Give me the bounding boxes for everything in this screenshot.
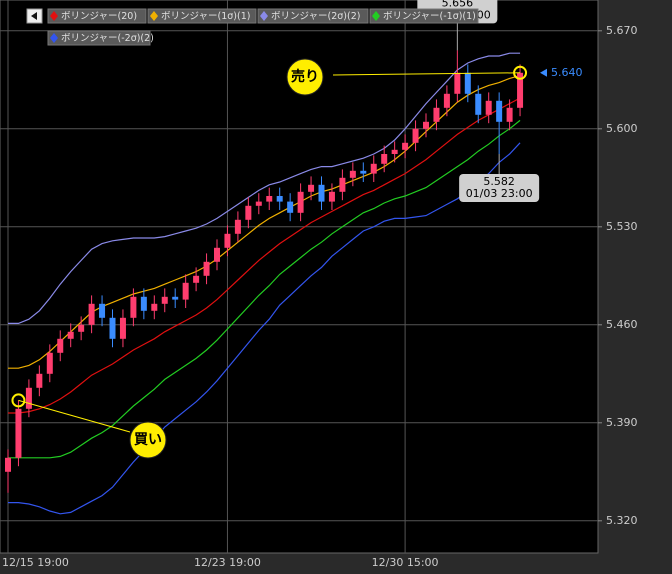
candle-body	[370, 163, 377, 174]
candle-body	[36, 373, 43, 388]
candle-body	[255, 201, 262, 206]
candle-body	[391, 149, 398, 154]
legend-box	[47, 8, 147, 24]
legend-item[interactable]: ボリンジャー(1σ)(1)	[147, 8, 257, 24]
candle-body	[287, 201, 294, 213]
legend-label: ボリンジャー(-1σ)(1)	[383, 11, 476, 22]
legend-swatch	[260, 11, 268, 21]
legend-swatch	[50, 11, 58, 21]
candle-body	[266, 196, 273, 202]
candle-body	[15, 408, 22, 458]
candle-body	[88, 303, 95, 325]
candle-body	[506, 107, 513, 122]
candle-body	[475, 93, 482, 115]
legend-box	[47, 30, 151, 46]
candle-body	[433, 107, 440, 122]
x-tick-label: 12/30 15:00	[372, 556, 439, 569]
sell-badge	[286, 58, 324, 96]
x-tick-label: 12/15 19:00	[2, 556, 69, 569]
buy-label: 買い	[134, 432, 162, 448]
legend-swatch	[150, 11, 158, 21]
legend-item[interactable]: ボリンジャー(2σ)(2)	[257, 8, 369, 24]
legend-box	[369, 8, 479, 24]
candle-body	[214, 247, 220, 262]
buy-point	[11, 393, 26, 408]
legend-item[interactable]: ボリンジャー(-2σ)(2)	[47, 30, 154, 46]
candle-body	[517, 72, 524, 108]
candle-body	[423, 121, 429, 129]
x-tick-label: 12/23 19:00	[194, 556, 261, 569]
legend-item[interactable]: ボリンジャー(-1σ)(1)	[369, 8, 479, 24]
candle-body	[57, 338, 64, 353]
candle-body	[193, 275, 200, 283]
buy-badge	[129, 421, 167, 459]
candle-body	[5, 457, 11, 472]
back-button[interactable]	[26, 8, 43, 24]
candle-body	[203, 261, 210, 276]
candle-body	[109, 317, 116, 339]
candle-body	[496, 100, 503, 122]
legend-box	[147, 8, 257, 24]
candle-body	[78, 324, 85, 332]
candle-body	[381, 154, 388, 164]
candle-body	[67, 331, 74, 339]
candle-body	[130, 296, 137, 318]
legend-label: ボリンジャー(-2σ)(2)	[61, 33, 154, 44]
candle-body	[119, 317, 126, 339]
y-tick-label: 5.600	[606, 122, 638, 135]
callout-value: 5.656	[442, 0, 474, 9]
candle-body	[276, 196, 283, 202]
current-price: 5.640	[551, 66, 583, 79]
legend-swatch	[50, 33, 58, 43]
candle-body	[161, 296, 168, 304]
price-arrow	[540, 68, 547, 77]
legend-item[interactable]: ボリンジャー(20)	[47, 8, 147, 24]
legend-box	[257, 8, 369, 24]
y-tick-label: 5.390	[606, 416, 638, 429]
y-tick-label: 5.670	[606, 24, 638, 37]
candle-body	[339, 177, 346, 192]
candle-body	[485, 100, 492, 115]
candle-body	[454, 72, 461, 94]
band-line	[8, 119, 521, 459]
candle-body	[464, 72, 471, 94]
band-line	[8, 52, 521, 324]
candle-body	[182, 282, 189, 300]
y-tick-label: 5.530	[606, 220, 638, 233]
candle-body	[25, 387, 32, 409]
band-line	[8, 142, 521, 515]
candle-body	[360, 170, 367, 174]
candle-body	[349, 170, 356, 178]
callout-value: 5.582	[483, 175, 515, 188]
candle-body	[151, 303, 158, 311]
candle-body	[308, 184, 315, 192]
y-tick-label: 5.460	[606, 318, 638, 331]
callout-box	[459, 174, 540, 202]
candle-body	[245, 205, 252, 220]
legend-label: ボリンジャー(2σ)(2)	[271, 11, 360, 22]
sell-point	[513, 65, 528, 80]
candle-body	[402, 142, 409, 150]
candle-body	[318, 184, 325, 202]
callout-time: 01/03 23:00	[466, 187, 533, 200]
candle-body	[234, 219, 241, 234]
buy-line	[18, 399, 131, 433]
band-line	[8, 97, 521, 414]
y-tick-label: 5.320	[606, 514, 638, 527]
candle-body	[140, 296, 147, 311]
sell-line	[332, 72, 521, 76]
candle-body	[99, 303, 106, 318]
candle-body	[172, 296, 179, 300]
legend-label: ボリンジャー(20)	[61, 11, 137, 22]
candle-body	[297, 191, 304, 213]
candle-body	[328, 191, 335, 202]
candle-body	[46, 352, 53, 374]
legend-label: ボリンジャー(1σ)(1)	[161, 11, 250, 22]
candle-body	[224, 233, 231, 248]
candle-body	[443, 93, 450, 108]
sell-label: 売り	[291, 68, 319, 85]
candle-body	[412, 128, 419, 143]
legend-swatch	[372, 11, 380, 21]
